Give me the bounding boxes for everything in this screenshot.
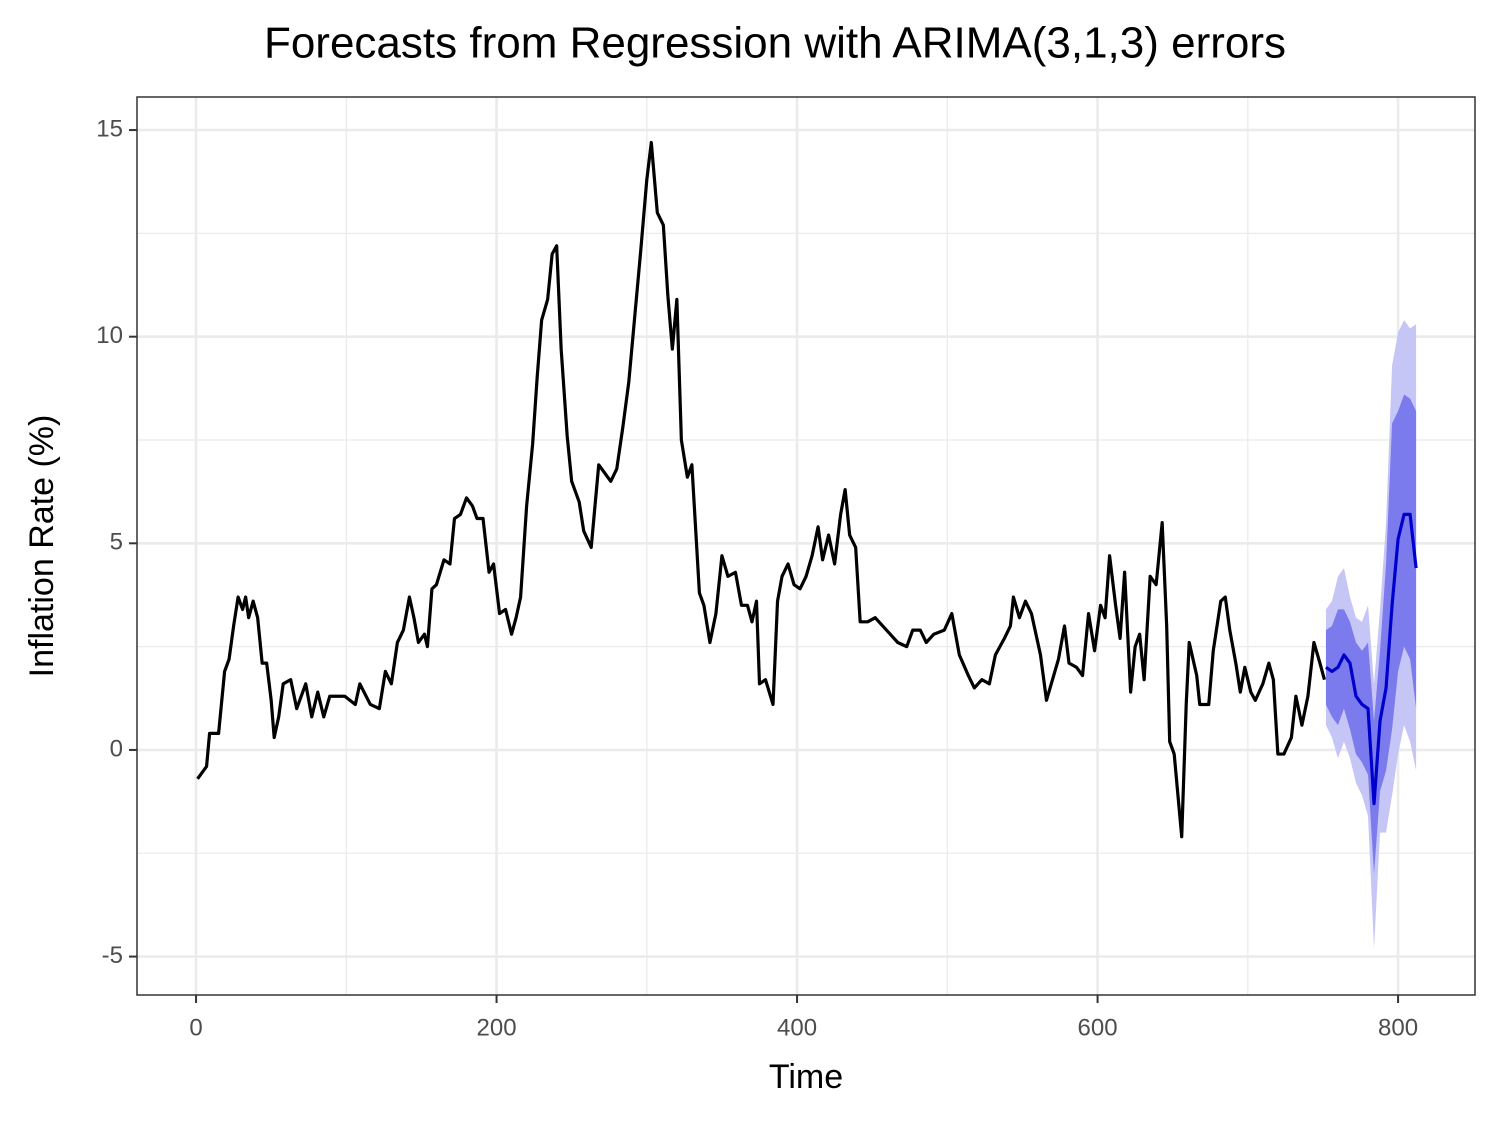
y-axis-label: Inflation Rate (%) [23, 415, 61, 678]
x-tick-label: 0 [189, 1014, 202, 1041]
panel-border [136, 96, 1476, 996]
x-tick-label: 600 [1078, 1014, 1118, 1041]
y-tick-label: 0 [110, 735, 123, 762]
y-tick-label: 5 [110, 529, 123, 556]
x-tick-label: 200 [477, 1014, 517, 1041]
prediction-band-80 [1325, 394, 1417, 874]
chart-title: Forecasts from Regression with ARIMA(3,1… [264, 19, 1286, 68]
y-tick-label: 10 [96, 322, 123, 349]
y-tick-label: -5 [102, 942, 123, 969]
plot-area: 0 200 400 600 800 -5 0 5 10 15 [96, 96, 1476, 1041]
x-tick-label: 800 [1378, 1014, 1418, 1041]
forecast-line [1325, 512, 1418, 806]
y-tick-label: 15 [96, 115, 123, 142]
x-tick-label: 400 [777, 1014, 817, 1041]
series-line [196, 140, 1326, 839]
x-axis-label: Time [769, 1058, 843, 1096]
